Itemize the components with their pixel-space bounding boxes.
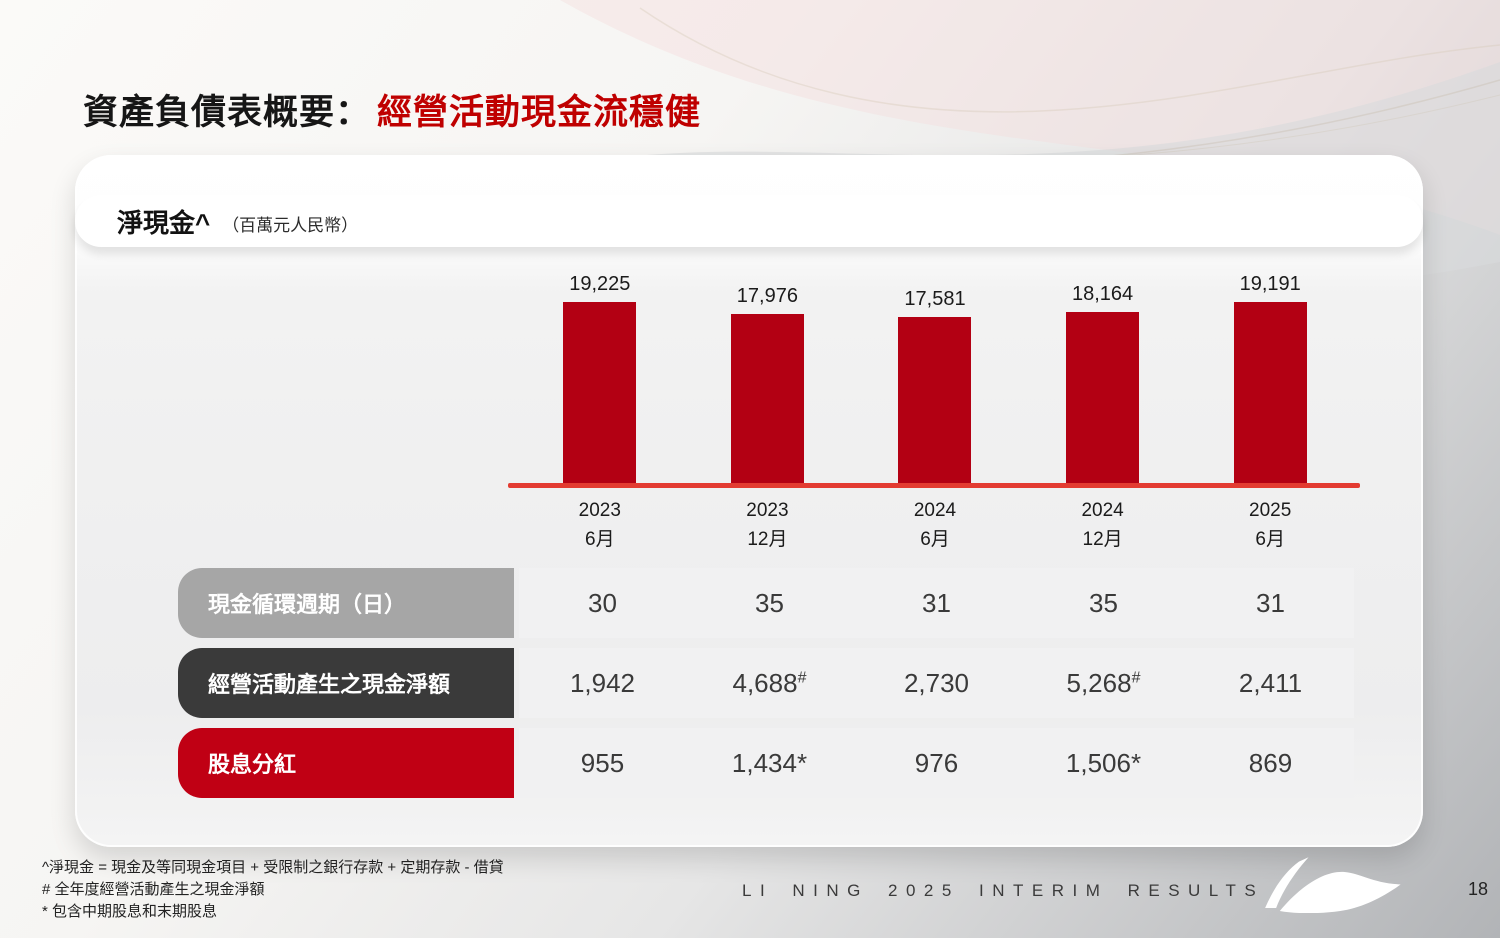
bar [1233, 302, 1307, 483]
table-rows: 現金循環週期（日） 30 35 31 35 31 經營活動產生之現金淨額 1,942 4,688… [178, 568, 1354, 808]
footnote-net-cash: ^淨現金 = 現金及等同現金項目 + 受限制之銀行存款 + 定期存款 - 借貸 [42, 859, 504, 876]
chart-baseline [508, 483, 1360, 488]
table-cell: 2,730 [903, 667, 970, 698]
table-cell: 869 [1248, 747, 1293, 778]
x-axis-month: 6月 [1255, 529, 1285, 550]
lining-logo-icon [1265, 857, 1401, 913]
x-axis-year: 2024 [1081, 500, 1124, 521]
row-header: 現金循環週期（日） [178, 568, 514, 638]
chart-column: 19,225 [516, 273, 684, 483]
x-axis-year: 2023 [578, 500, 621, 521]
footer-title: LI NING 2025 INTERIM RESULTS [742, 881, 1265, 900]
table-cell: 4,688# [732, 667, 807, 698]
table-cell: 1,506* [1065, 747, 1142, 778]
table-cell: 1,942 [569, 667, 636, 698]
bar [730, 314, 804, 483]
bar-value-label: 17,581 [904, 288, 966, 310]
x-axis-year: 2025 [1249, 500, 1292, 521]
table-cell: 955 [580, 747, 625, 778]
table-cell: 1,434* [731, 747, 808, 778]
x-axis-label: 2024 6月 [851, 496, 1019, 554]
row-header: 經營活動產生之現金淨額 [178, 648, 514, 718]
page-number: 18 [1468, 879, 1489, 899]
table-cell: 30 [588, 587, 617, 618]
x-axis-month: 6月 [585, 529, 615, 550]
bar [898, 317, 972, 483]
chart-column: 19,191 [1186, 273, 1354, 483]
table-cell: 35 [755, 587, 784, 618]
chart-column: 17,976 [684, 285, 852, 483]
x-axis-label: 2023 6月 [516, 496, 684, 554]
panel-title: 淨現金^ [117, 207, 211, 238]
footnote-asterisk: * 包含中期股息和末期股息 [42, 903, 218, 920]
footnote-hash: # 全年度經營活動產生之現金淨額 [42, 881, 265, 898]
table-row: 經營活動產生之現金淨額 1,942 4,688# 2,730 5,268# 2,411 [178, 648, 1354, 718]
bar-value-label: 19,225 [569, 273, 631, 295]
row-header: 股息分紅 [178, 728, 514, 798]
table-row: 股息分紅 955 1,434* 976 1,506* 869 [178, 728, 1354, 798]
bar [1066, 312, 1140, 483]
x-axis-label: 2024 12月 [1019, 496, 1187, 554]
net-cash-panel: 淨現金^ （百萬元人民幣） 19,225 17,976 17,581 18,164 19… [75, 155, 1423, 847]
x-axis-label: 2025 6月 [1186, 496, 1354, 554]
x-axis-month: 12月 [747, 529, 788, 550]
table-cell: 35 [1089, 587, 1118, 618]
page-title-red: 經營活動現金流穩健 [377, 93, 702, 132]
panel-header: 淨現金^ （百萬元人民幣） [75, 195, 1423, 247]
x-axis-label: 2023 12月 [684, 496, 852, 554]
row-values: 30 35 31 35 31 [519, 568, 1354, 638]
x-axis-year: 2023 [746, 500, 789, 521]
page-title: 資產負債表概要： 經營活動現金流穩健 [83, 84, 701, 135]
bar [563, 302, 637, 483]
chart-column: 17,581 [851, 288, 1019, 483]
x-axis-month: 6月 [920, 529, 950, 550]
table-cell: 5,268# [1066, 667, 1141, 698]
x-axis-month: 12月 [1082, 529, 1123, 550]
table-cell: 31 [922, 587, 951, 618]
row-values: 955 1,434* 976 1,506* 869 [519, 728, 1354, 798]
bar-value-label: 18,164 [1071, 283, 1134, 305]
table-cell: 2,411 [1238, 667, 1303, 698]
chart-column: 18,164 [1019, 283, 1187, 483]
x-axis-year: 2024 [913, 500, 957, 521]
table-cell: 31 [1256, 587, 1285, 618]
panel-unit-label: （百萬元人民幣） [222, 215, 359, 235]
chart-axis-labels: 2023 6月 2023 12月 2024 6月 2024 12月 2025 6月 [516, 496, 1354, 554]
row-values: 1,942 4,688# 2,730 5,268# 2,411 [519, 648, 1354, 718]
bar-value-label: 19,191 [1239, 273, 1301, 295]
bar-value-label: 17,976 [736, 285, 798, 307]
footnotes: ^淨現金 = 現金及等同現金項目 + 受限制之銀行存款 + 定期存款 - 借貸 … [42, 857, 504, 923]
table-row: 現金循環週期（日） 30 35 31 35 31 [178, 568, 1354, 638]
table-cell: 976 [914, 747, 959, 778]
page-title-black: 資產負債表概要： [83, 93, 372, 132]
chart-columns: 19,225 17,976 17,581 18,164 19,191 [516, 253, 1354, 483]
